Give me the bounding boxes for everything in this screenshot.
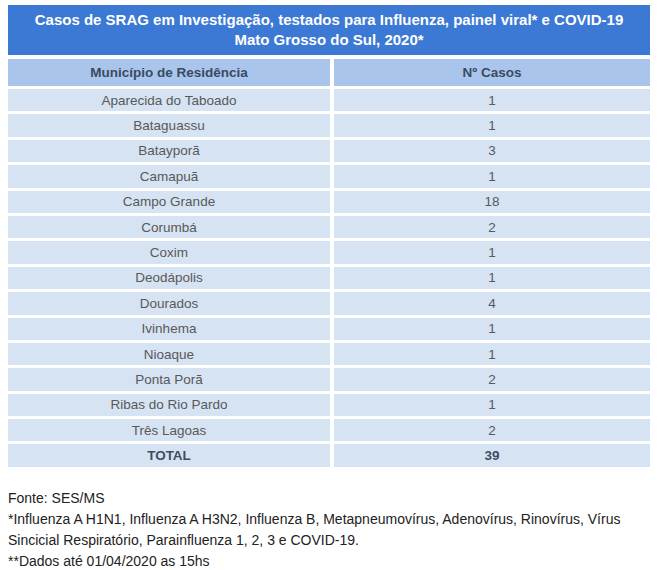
municipality-cell: Ribas do Rio Pardo [8,394,330,416]
source-note: Fonte: SES/MS [8,488,650,509]
municipality-cell: Ivinhema [8,318,330,340]
cases-cell: 1 [334,114,650,136]
viral-panel-note: *Influenza A H1N1, Influenza A H3N2, Inf… [8,509,650,551]
cases-cell: 1 [334,267,650,289]
table-row: Ribas do Rio Pardo 1 [8,394,650,416]
table-body: Aparecida do Taboado 1 Bataguassu 1 Bata… [8,89,650,441]
table-row: Coxim 1 [8,241,650,263]
cases-cell: 1 [334,318,650,340]
municipality-cell: Dourados [8,292,330,314]
table-row: Campo Grande 18 [8,191,650,213]
cases-cell: 1 [334,394,650,416]
data-date-note: **Dados até 01/04/2020 as 15hs [8,551,650,570]
table-row: Batayporã 3 [8,140,650,162]
document-page: Casos de SRAG em Investigação, testados … [0,0,658,570]
table-row: Bataguassu 1 [8,114,650,136]
table-row: Corumbá 2 [8,216,650,238]
cases-cell: 3 [334,140,650,162]
table-row: Três Lagoas 2 [8,419,650,441]
cases-cell: 18 [334,191,650,213]
table-header-row: Município de Residência Nº Casos [8,59,650,86]
total-value-cell: 39 [334,444,650,466]
cases-cell: 2 [334,216,650,238]
cases-cell: 1 [334,343,650,365]
cases-cell: 1 [334,89,650,111]
table-row: Nioaque 1 [8,343,650,365]
municipality-cell: Camapuã [8,165,330,187]
total-label-cell: TOTAL [8,444,330,466]
municipality-cell: Nioaque [8,343,330,365]
cases-cell: 2 [334,368,650,390]
table-row: Ponta Porã 2 [8,368,650,390]
municipality-cell: Coxim [8,241,330,263]
column-header-casos: Nº Casos [334,59,650,86]
municipality-cell: Bataguassu [8,114,330,136]
data-table: Município de Residência Nº Casos Apareci… [8,59,650,467]
municipality-cell: Ponta Porã [8,368,330,390]
table-row: Aparecida do Taboado 1 [8,89,650,111]
municipality-cell: Corumbá [8,216,330,238]
cases-cell: 1 [334,165,650,187]
table-title-line2: Mato Grosso do Sul, 2020* [234,30,423,50]
cases-cell: 2 [334,419,650,441]
table-row: Deodápolis 1 [8,267,650,289]
table-title-line1: Casos de SRAG em Investigação, testados … [35,10,624,30]
municipality-cell: Três Lagoas [8,419,330,441]
municipality-cell: Aparecida do Taboado [8,89,330,111]
table-total-row: TOTAL 39 [8,444,650,466]
table-row: Ivinhema 1 [8,318,650,340]
table-row: Camapuã 1 [8,165,650,187]
table-title: Casos de SRAG em Investigação, testados … [8,5,650,55]
cases-cell: 1 [334,241,650,263]
municipality-cell: Campo Grande [8,191,330,213]
column-header-municipio: Município de Residência [8,59,330,86]
table-footnotes: Fonte: SES/MS *Influenza A H1N1, Influen… [8,488,650,570]
cases-cell: 4 [334,292,650,314]
municipality-cell: Deodápolis [8,267,330,289]
table-row: Dourados 4 [8,292,650,314]
municipality-cell: Batayporã [8,140,330,162]
